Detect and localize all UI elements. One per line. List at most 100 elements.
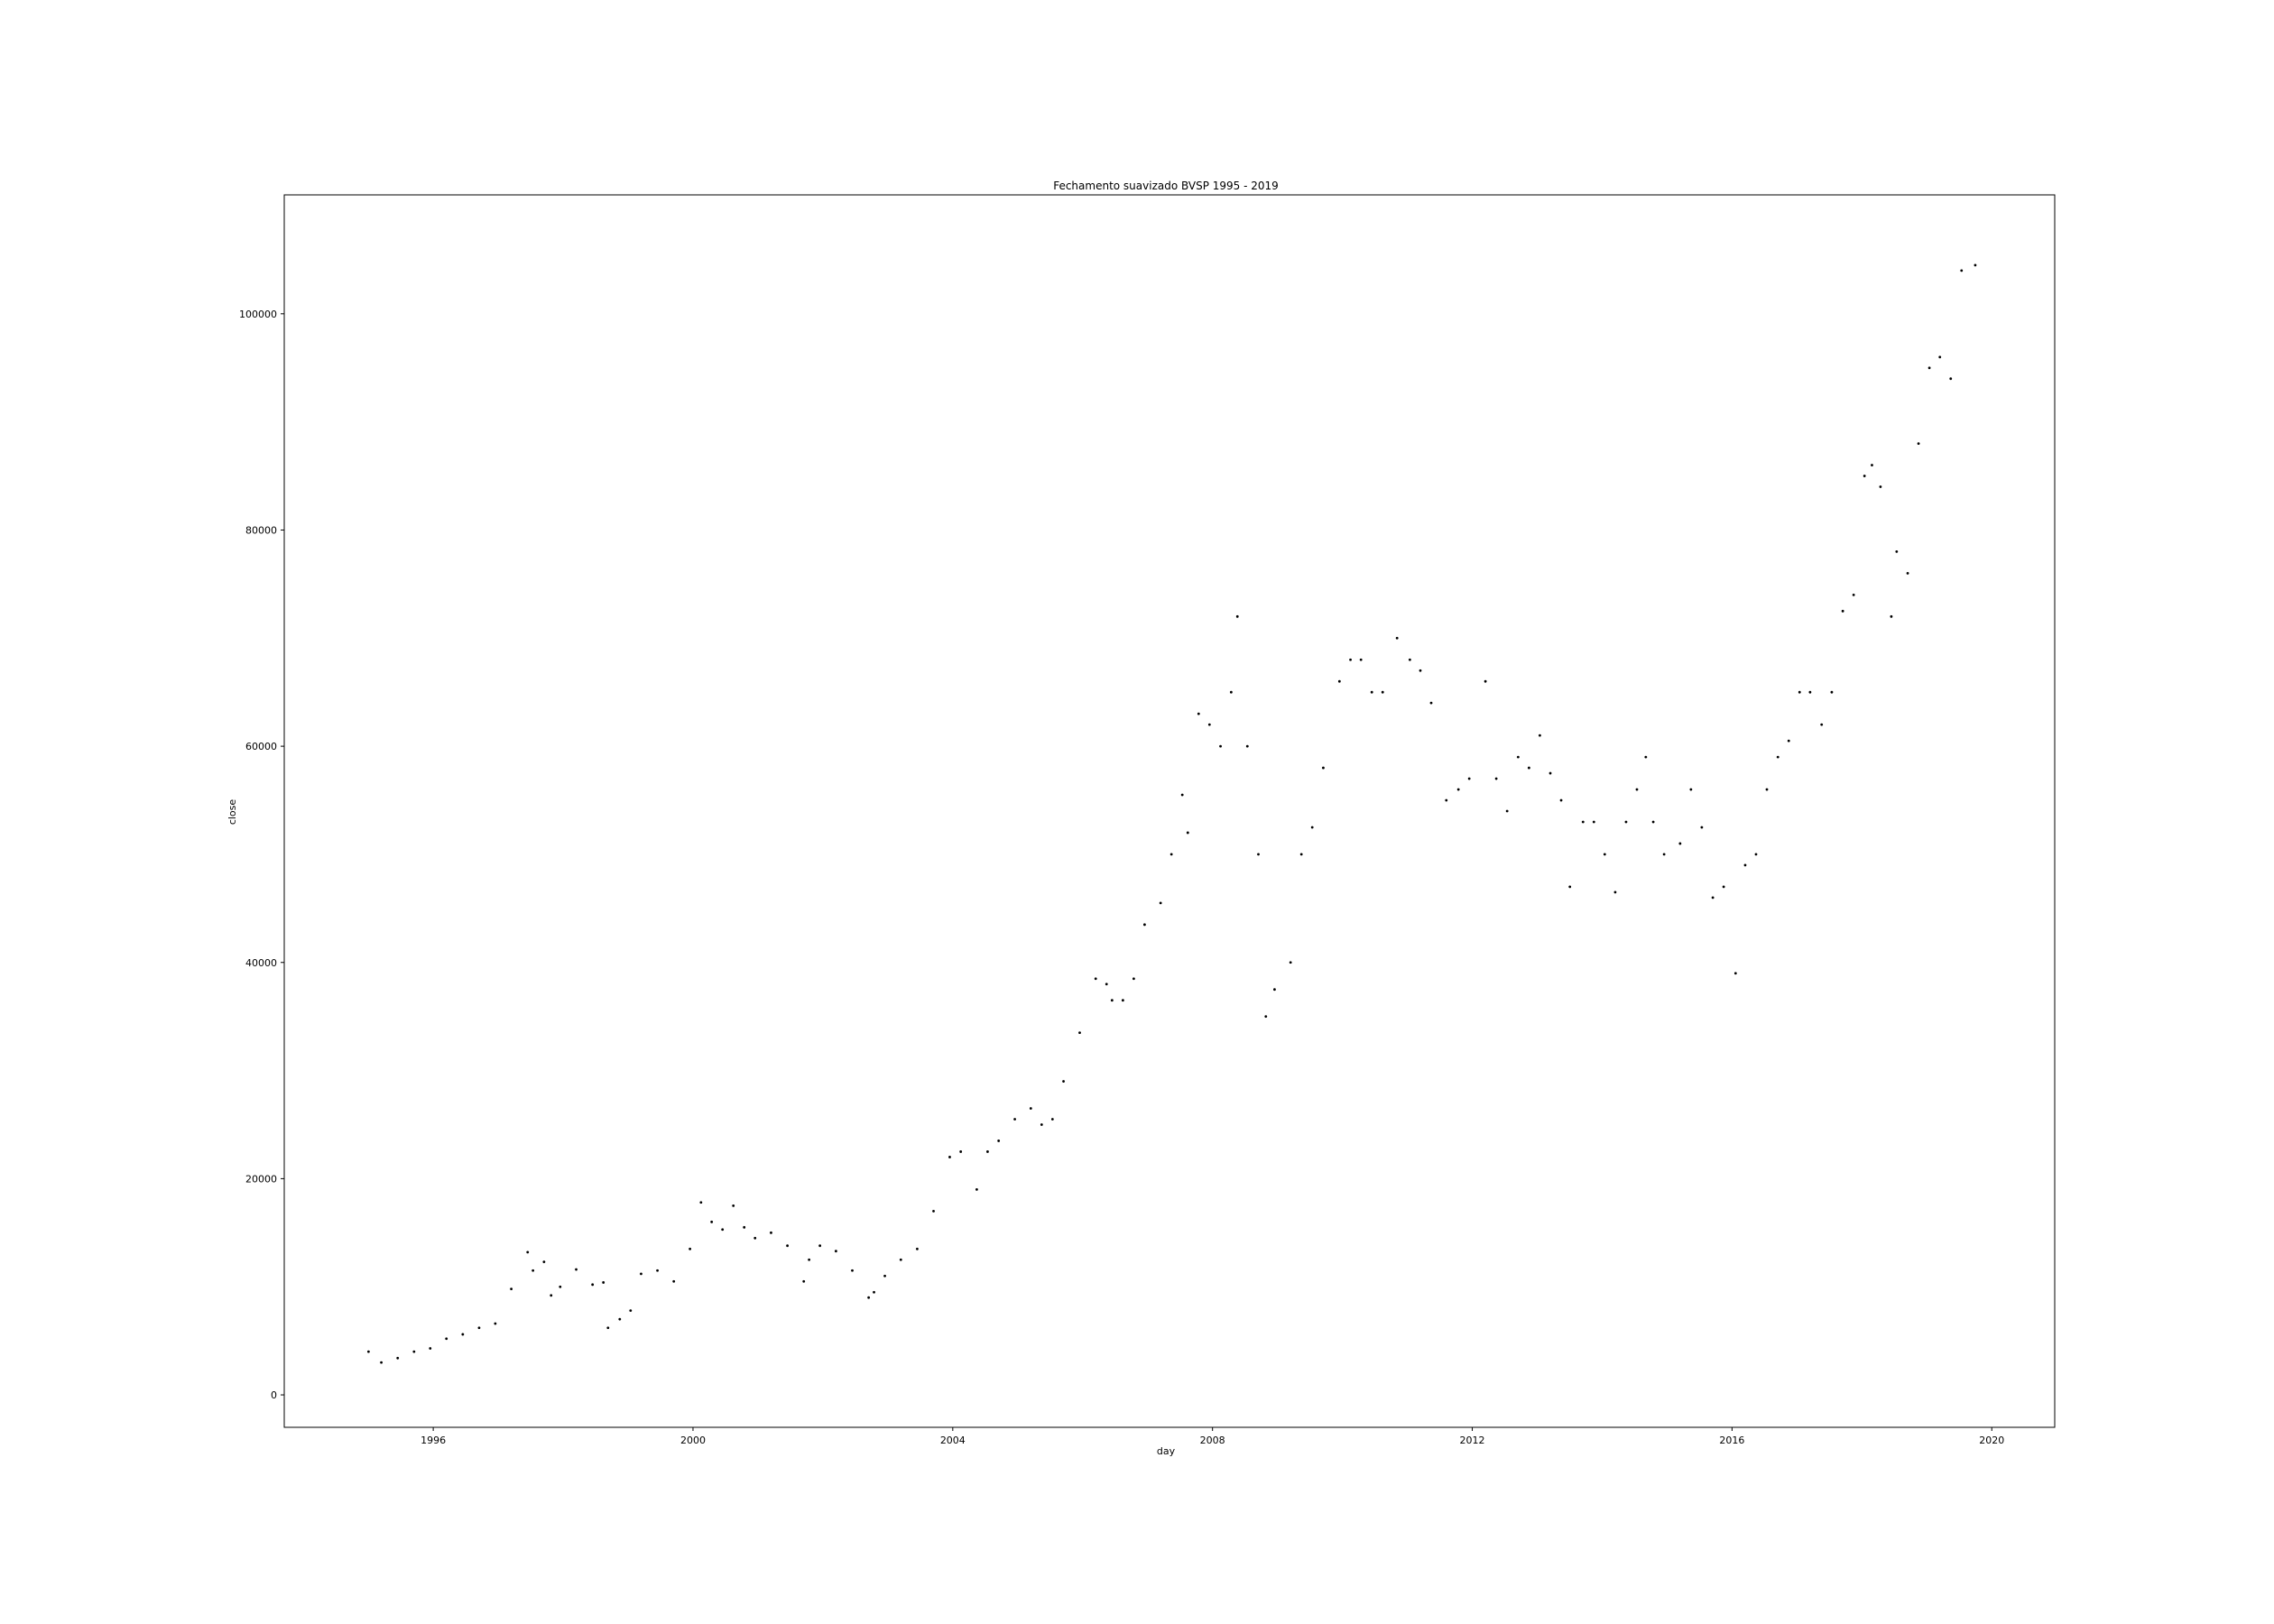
data-point bbox=[1257, 853, 1260, 856]
y-tick-label: 80000 bbox=[245, 524, 277, 536]
data-point bbox=[802, 1279, 806, 1283]
data-point bbox=[591, 1283, 595, 1287]
plot-frame bbox=[283, 194, 2056, 1428]
data-point bbox=[975, 1187, 978, 1191]
data-point bbox=[699, 1201, 703, 1204]
data-point bbox=[1381, 690, 1384, 694]
data-point bbox=[526, 1250, 530, 1254]
data-point bbox=[1299, 853, 1303, 856]
data-point bbox=[1197, 712, 1200, 715]
data-point bbox=[396, 1356, 400, 1360]
data-point bbox=[1754, 853, 1758, 856]
data-point bbox=[1559, 798, 1563, 802]
data-point bbox=[1548, 771, 1552, 775]
chart-title: Fechamento suavizado BVSP 1995 - 2019 bbox=[1053, 180, 1279, 192]
data-point bbox=[899, 1258, 902, 1261]
x-axis: 1996 2000 2004 2008 2012 2016 2020 bbox=[421, 1427, 2004, 1446]
data-point bbox=[1132, 977, 1135, 981]
data-point bbox=[1050, 1118, 1054, 1121]
data-point bbox=[1143, 923, 1146, 927]
data-point bbox=[1662, 853, 1666, 856]
x-tick-label: 2008 bbox=[1200, 1435, 1225, 1446]
data-point bbox=[1408, 658, 1411, 661]
data-point bbox=[1938, 355, 1942, 359]
data-point bbox=[1974, 263, 1977, 267]
data-point bbox=[1890, 614, 1893, 618]
data-point bbox=[1245, 744, 1249, 748]
data-point bbox=[559, 1285, 562, 1288]
data-point bbox=[602, 1281, 605, 1284]
data-point bbox=[689, 1247, 692, 1250]
data-point bbox=[818, 1244, 822, 1248]
data-point bbox=[380, 1361, 383, 1364]
data-point bbox=[1310, 826, 1314, 829]
data-point bbox=[1359, 658, 1363, 661]
y-axis: 0 20000 40000 60000 80000 100000 bbox=[239, 309, 284, 1401]
data-point bbox=[1787, 739, 1790, 743]
data-point bbox=[1613, 890, 1617, 894]
data-point bbox=[1644, 755, 1648, 759]
data-point bbox=[932, 1209, 935, 1213]
data-point bbox=[1169, 853, 1173, 856]
data-point bbox=[1094, 977, 1097, 981]
data-point bbox=[1180, 793, 1184, 797]
data-point bbox=[1289, 961, 1292, 964]
data-point bbox=[1776, 755, 1779, 759]
data-point bbox=[1062, 1080, 1065, 1083]
data-point bbox=[429, 1347, 432, 1350]
data-point bbox=[1651, 820, 1655, 824]
data-point bbox=[916, 1247, 919, 1250]
data-point bbox=[510, 1287, 513, 1291]
data-point bbox=[1539, 734, 1541, 737]
data-point bbox=[1863, 475, 1866, 477]
data-point bbox=[1722, 885, 1725, 889]
x-tick-label: 2016 bbox=[1719, 1435, 1744, 1446]
data-point bbox=[1852, 593, 1855, 596]
data-point bbox=[851, 1269, 854, 1272]
data-point bbox=[1445, 798, 1448, 802]
data-point bbox=[477, 1326, 481, 1330]
data-point bbox=[1624, 820, 1628, 824]
data-point bbox=[1841, 609, 1844, 613]
data-point bbox=[1733, 972, 1737, 975]
y-tick-label: 20000 bbox=[245, 1173, 277, 1185]
data-point bbox=[948, 1156, 951, 1158]
data-point bbox=[1494, 777, 1498, 780]
data-point bbox=[1273, 988, 1276, 992]
data-point bbox=[883, 1274, 886, 1278]
x-tick-label: 2004 bbox=[940, 1435, 966, 1446]
data-point bbox=[445, 1337, 448, 1341]
data-point bbox=[1808, 690, 1812, 694]
data-point bbox=[1235, 614, 1239, 618]
data-point bbox=[1678, 842, 1682, 845]
data-point bbox=[1927, 366, 1931, 370]
y-tick-label: 100000 bbox=[239, 309, 277, 320]
data-point bbox=[1395, 636, 1399, 640]
data-point bbox=[366, 1350, 370, 1353]
data-point bbox=[1568, 885, 1572, 889]
data-point bbox=[743, 1225, 746, 1229]
data-point bbox=[1337, 679, 1341, 683]
data-point bbox=[1105, 983, 1108, 986]
data-point bbox=[1635, 788, 1639, 791]
data-point bbox=[656, 1269, 659, 1272]
data-point bbox=[461, 1333, 465, 1336]
y-tick-label: 0 bbox=[271, 1389, 277, 1401]
data-point bbox=[1429, 701, 1433, 705]
data-point bbox=[1370, 690, 1373, 694]
data-point bbox=[1159, 901, 1162, 905]
x-tick-label: 2020 bbox=[1979, 1435, 2004, 1446]
data-point bbox=[997, 1140, 1001, 1142]
x-tick-label: 2012 bbox=[1460, 1435, 1485, 1446]
data-point bbox=[1078, 1031, 1081, 1035]
data-point bbox=[1711, 896, 1715, 900]
data-points bbox=[366, 263, 1977, 1364]
data-point bbox=[1456, 788, 1460, 791]
data-point bbox=[1527, 766, 1530, 770]
data-point bbox=[834, 1250, 837, 1253]
data-point bbox=[532, 1269, 535, 1272]
data-point bbox=[1505, 809, 1509, 813]
data-point bbox=[873, 1290, 875, 1294]
y-axis-label: close bbox=[226, 799, 238, 826]
data-point bbox=[986, 1150, 989, 1153]
